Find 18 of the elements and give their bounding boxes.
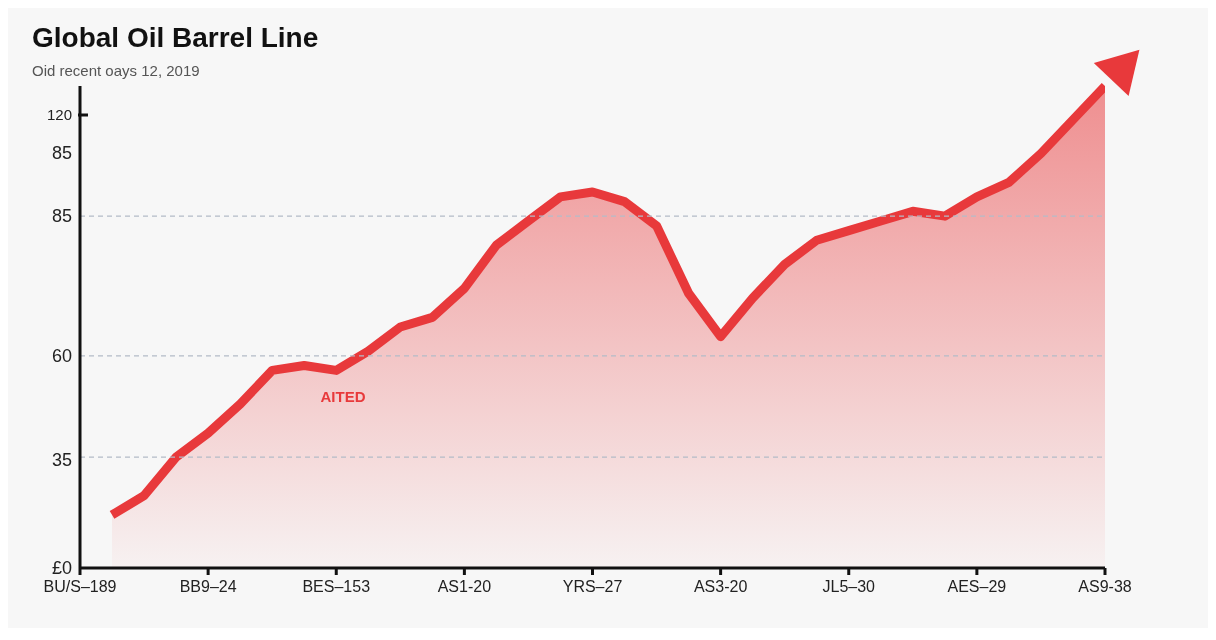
x-tick-label: AS9-38 xyxy=(1078,578,1132,595)
x-tick-label: JL5–30 xyxy=(822,578,876,595)
x-tick-label: BES–153 xyxy=(302,578,371,595)
text: £0 xyxy=(51,558,72,579)
text: 85 xyxy=(51,143,72,164)
chart-title: Global Oil Barrel Line xyxy=(32,22,319,54)
x-tick-label: BU/S–189 xyxy=(43,578,117,595)
x-tick-label: AS3-20 xyxy=(693,578,748,595)
x-tick-label: AES–29 xyxy=(947,578,1007,595)
annotation: AITED xyxy=(320,388,366,406)
text: 60 xyxy=(51,346,72,367)
x-tick-label: AS1-20 xyxy=(437,578,492,595)
text: 120 xyxy=(46,106,72,124)
chart-subtitle: Oid recent oays 12, 2019 xyxy=(32,62,200,79)
text: 85 xyxy=(51,206,72,227)
x-tick-label: YRS–27 xyxy=(562,578,623,595)
text: 35 xyxy=(51,450,72,471)
x-tick-label: BB9–24 xyxy=(179,578,237,595)
